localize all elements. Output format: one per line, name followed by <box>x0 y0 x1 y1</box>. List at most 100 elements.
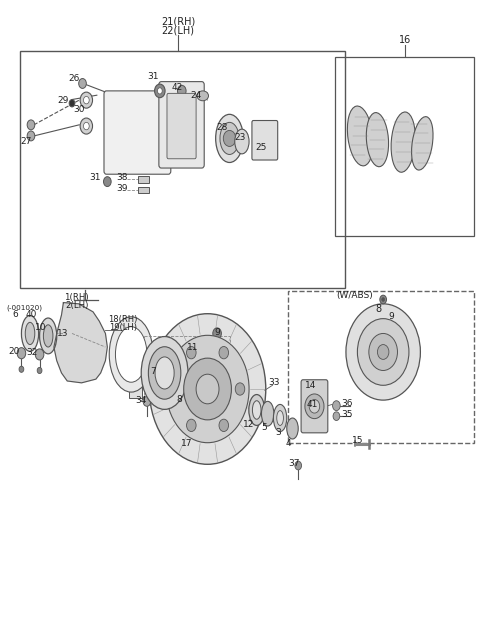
Circle shape <box>380 295 386 304</box>
Text: 2(LH): 2(LH) <box>65 301 88 309</box>
Bar <box>129 385 142 397</box>
Ellipse shape <box>274 404 287 432</box>
FancyBboxPatch shape <box>252 120 278 160</box>
Ellipse shape <box>197 91 208 101</box>
Circle shape <box>157 88 162 94</box>
Bar <box>288 291 474 443</box>
Text: 8: 8 <box>177 395 182 404</box>
Ellipse shape <box>348 106 373 166</box>
Circle shape <box>84 97 89 104</box>
Ellipse shape <box>39 318 57 354</box>
Circle shape <box>170 383 180 395</box>
Ellipse shape <box>148 347 181 399</box>
Text: 24: 24 <box>191 91 202 100</box>
Ellipse shape <box>141 337 188 409</box>
Circle shape <box>223 130 236 146</box>
Ellipse shape <box>235 129 249 154</box>
Ellipse shape <box>22 316 38 352</box>
Ellipse shape <box>366 113 389 167</box>
Circle shape <box>196 374 219 404</box>
Text: 21(RH): 21(RH) <box>161 16 195 26</box>
Text: 29: 29 <box>58 95 69 105</box>
Ellipse shape <box>220 122 239 154</box>
Text: 34: 34 <box>135 396 146 405</box>
Ellipse shape <box>216 114 243 162</box>
Text: 31: 31 <box>89 174 101 182</box>
Circle shape <box>27 120 35 130</box>
Circle shape <box>187 347 196 359</box>
Ellipse shape <box>43 325 53 347</box>
Ellipse shape <box>109 317 153 392</box>
Text: 40: 40 <box>25 311 36 319</box>
Ellipse shape <box>262 401 274 426</box>
Text: 37: 37 <box>288 459 300 467</box>
Ellipse shape <box>155 357 174 389</box>
Circle shape <box>37 368 42 374</box>
Text: 35: 35 <box>341 410 353 419</box>
Text: 12: 12 <box>243 420 254 428</box>
Ellipse shape <box>116 327 147 382</box>
Text: 17: 17 <box>181 439 192 448</box>
Text: 13: 13 <box>57 329 68 338</box>
FancyBboxPatch shape <box>104 91 171 174</box>
Text: 11: 11 <box>187 343 198 352</box>
Text: 27: 27 <box>21 137 32 146</box>
Circle shape <box>104 177 111 187</box>
Circle shape <box>305 394 324 418</box>
Bar <box>336 57 474 236</box>
Circle shape <box>80 92 93 108</box>
Circle shape <box>35 349 44 360</box>
Circle shape <box>333 401 340 410</box>
Ellipse shape <box>249 394 264 425</box>
Circle shape <box>178 86 186 97</box>
Text: 22(LH): 22(LH) <box>161 25 194 35</box>
Text: 20: 20 <box>9 347 20 356</box>
Text: (-001020): (-001020) <box>6 305 42 311</box>
Text: (W/ABS): (W/ABS) <box>336 291 373 300</box>
Circle shape <box>80 118 93 134</box>
Ellipse shape <box>287 418 298 439</box>
Circle shape <box>219 347 228 359</box>
Ellipse shape <box>25 322 35 345</box>
Circle shape <box>27 131 35 141</box>
Circle shape <box>155 84 165 98</box>
Text: 41: 41 <box>307 400 318 409</box>
Circle shape <box>235 383 245 395</box>
FancyBboxPatch shape <box>159 82 204 168</box>
Text: 30: 30 <box>73 105 84 114</box>
FancyBboxPatch shape <box>167 94 196 159</box>
FancyBboxPatch shape <box>301 379 328 433</box>
Ellipse shape <box>277 410 283 425</box>
Ellipse shape <box>252 401 261 419</box>
Text: 9: 9 <box>214 329 220 337</box>
Polygon shape <box>54 303 108 383</box>
Text: 7: 7 <box>150 367 156 376</box>
Circle shape <box>166 335 249 443</box>
Circle shape <box>213 328 221 339</box>
Text: 26: 26 <box>68 74 80 83</box>
Text: 33: 33 <box>269 378 280 388</box>
Text: 18(RH): 18(RH) <box>108 316 137 324</box>
Text: 10: 10 <box>35 324 46 332</box>
Bar <box>21 51 345 288</box>
Ellipse shape <box>391 112 415 172</box>
Text: 1(RH): 1(RH) <box>64 293 89 302</box>
Text: 6: 6 <box>13 311 19 319</box>
Circle shape <box>69 100 75 107</box>
Text: 9: 9 <box>388 312 394 321</box>
Text: 23: 23 <box>234 133 246 142</box>
Circle shape <box>187 419 196 432</box>
Circle shape <box>333 412 340 420</box>
Text: 31: 31 <box>147 72 159 81</box>
Circle shape <box>184 358 231 420</box>
Text: 14: 14 <box>305 381 316 390</box>
Text: 39: 39 <box>116 184 128 193</box>
Circle shape <box>19 366 24 373</box>
Circle shape <box>295 461 301 470</box>
Text: 4: 4 <box>286 439 291 448</box>
Circle shape <box>143 396 151 406</box>
Text: 28: 28 <box>216 123 228 132</box>
Bar <box>138 176 149 183</box>
Circle shape <box>79 79 86 89</box>
Text: 32: 32 <box>27 348 38 357</box>
